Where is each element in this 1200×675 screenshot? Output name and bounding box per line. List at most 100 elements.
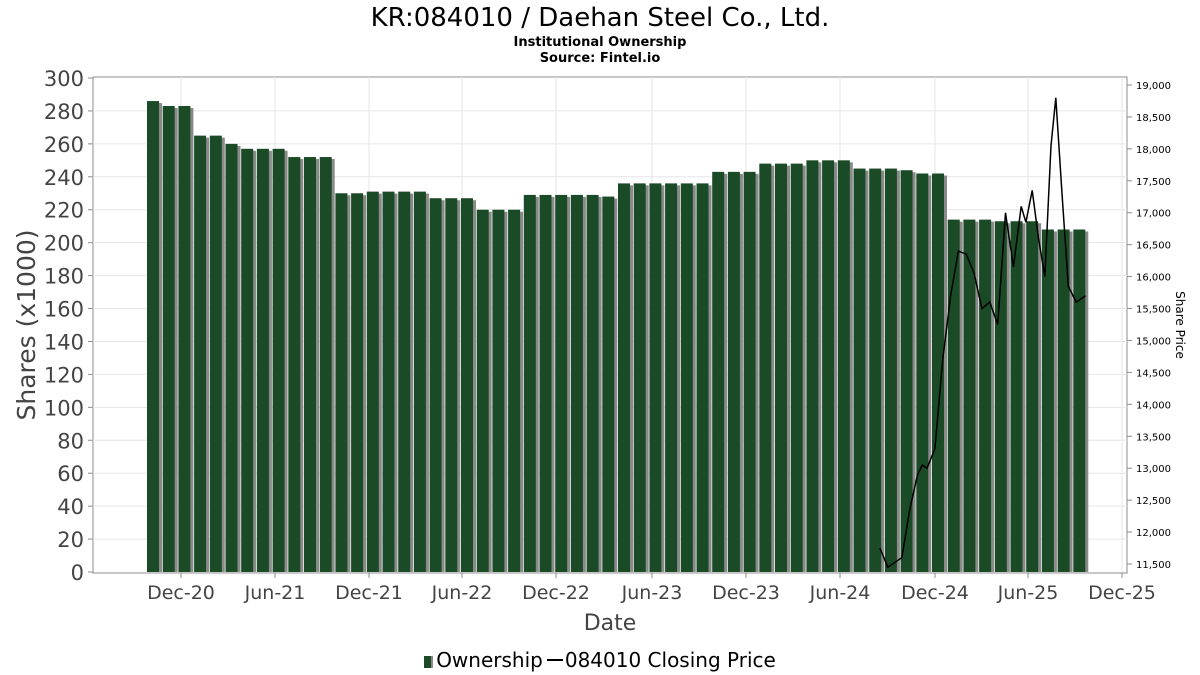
y-tick-label: 200 [44,232,84,256]
x-tick-label: Dec-22 [522,582,590,604]
ownership-bar [476,209,489,572]
x-tick-label: Dec-23 [712,582,780,604]
ownership-bar [523,194,536,572]
y-tick-label: 100 [44,396,84,420]
y2-tick-label: 14,000 [1136,400,1171,411]
price-legend-label: 084010 Closing Price [564,648,776,672]
ownership-bar [884,168,897,573]
y2-tick-label: 12,000 [1136,528,1171,539]
chart-source: Source: Fintel.io [539,51,661,66]
x-tick-label: Dec-24 [901,582,969,604]
ownership-bar [508,209,521,572]
ownership-bar [178,105,191,572]
ownership-bar [398,191,411,572]
chart-subtitle: Institutional Ownership [513,35,687,50]
y2-tick-label: 13,000 [1136,464,1171,475]
y-tick-label: 180 [44,265,84,289]
ownership-bar [586,194,599,572]
y2-tick-label: 13,500 [1136,432,1171,443]
x-tick-label: Jun-25 [997,582,1059,604]
y2-tick-label: 19,000 [1136,81,1171,92]
y-tick-label: 260 [44,133,84,157]
ownership-bar [900,170,913,573]
y-tick-label: 160 [44,298,84,322]
ownership-bar [1041,229,1054,572]
y2-tick-label: 14,500 [1136,368,1171,379]
x-tick-label: Dec-20 [147,582,215,604]
y2-axis-label: Share Price [1173,291,1187,359]
x-axis-label: Date [584,611,637,636]
ownership-bar [1073,229,1086,572]
ownership-bar [916,173,929,573]
ownership-bar [743,171,756,573]
ownership-bars [147,101,1089,573]
y2-tick-label: 12,500 [1136,496,1171,507]
x-axis-ticks: Dec-20 Jun-21 Dec-21 Jun-22 Dec-22 Jun-23 Dec-… [93,572,1156,604]
ownership-bar [162,105,175,572]
ownership-bar [351,193,364,572]
ownership-bar [539,194,552,572]
y2-tick-label: 17,000 [1136,209,1171,220]
ownership-bar [225,143,238,572]
ownership-bar [665,183,678,573]
ownership-bar [461,198,473,572]
y-tick-label: 220 [44,199,84,223]
ownership-bar [147,101,159,572]
ownership-bar [696,183,709,573]
ownership-bar [649,183,662,573]
x-tick-label: Jun-24 [809,582,871,604]
ownership-bar [602,196,615,572]
ownership-bar [304,157,316,573]
y-tick-label: 0 [71,561,84,585]
y-axis-ticks: 0 20 40 60 80 100 120 140 160 180 200 220 240 260 280 3… [44,67,93,585]
y2-tick-label: 16,000 [1136,273,1171,284]
ownership-bar [555,194,568,572]
ownership-bar [994,221,1007,572]
y-tick-label: 80 [57,429,84,453]
ownership-bar [429,198,442,572]
ownership-bar [570,194,583,572]
y2-tick-label: 16,500 [1136,241,1171,252]
y-tick-label: 300 [44,67,84,91]
ownership-bar [727,171,740,573]
chart-legend: Ownership 084010 Closing Price [0,648,1200,672]
ownership-bar [1057,229,1070,572]
price-legend-swatch [546,659,563,661]
chart-title: KR:084010 / Daehan Steel Co., Ltd. [370,3,830,33]
ownership-bar [335,193,348,572]
ownership-bar [209,135,222,572]
ownership-bar [869,168,882,573]
y2-tick-label: 15,000 [1136,336,1171,347]
ownership-bar [256,148,269,572]
x-tick-label: Jun-23 [621,582,683,604]
ownership-bar [1026,221,1039,572]
ownership-bar [272,148,285,572]
ownership-bar [712,171,725,573]
ownership-bar [759,163,772,573]
ownership-legend-swatch [424,656,434,668]
x-tick-label: Dec-25 [1088,582,1156,604]
ownership-bar [837,160,850,573]
ownership-bar [947,219,960,572]
ownership-bar [366,191,379,572]
y2-tick-label: 18,500 [1136,113,1171,124]
ownership-bar [445,198,458,572]
ownership-bar [319,157,332,573]
y-tick-label: 240 [44,166,84,190]
ownership-bar [790,163,803,573]
y2-axis-ticks: 11,500 12,000 12,500 13,000 13,500 14,000 14,5… [1127,81,1171,571]
ownership-bar [775,163,787,573]
ownership-bar [963,219,976,572]
y-tick-label: 120 [44,363,84,387]
y-tick-label: 280 [44,100,84,124]
x-tick-label: Jun-21 [244,582,306,604]
ownership-bar [853,168,866,573]
x-tick-label: Dec-21 [335,582,403,604]
y-tick-label: 140 [44,330,84,354]
ownership-bar [806,160,819,573]
x-tick-label: Jun-22 [431,582,493,604]
y2-tick-label: 17,500 [1136,177,1171,188]
ownership-bar [979,219,992,572]
y-tick-label: 60 [57,462,84,486]
